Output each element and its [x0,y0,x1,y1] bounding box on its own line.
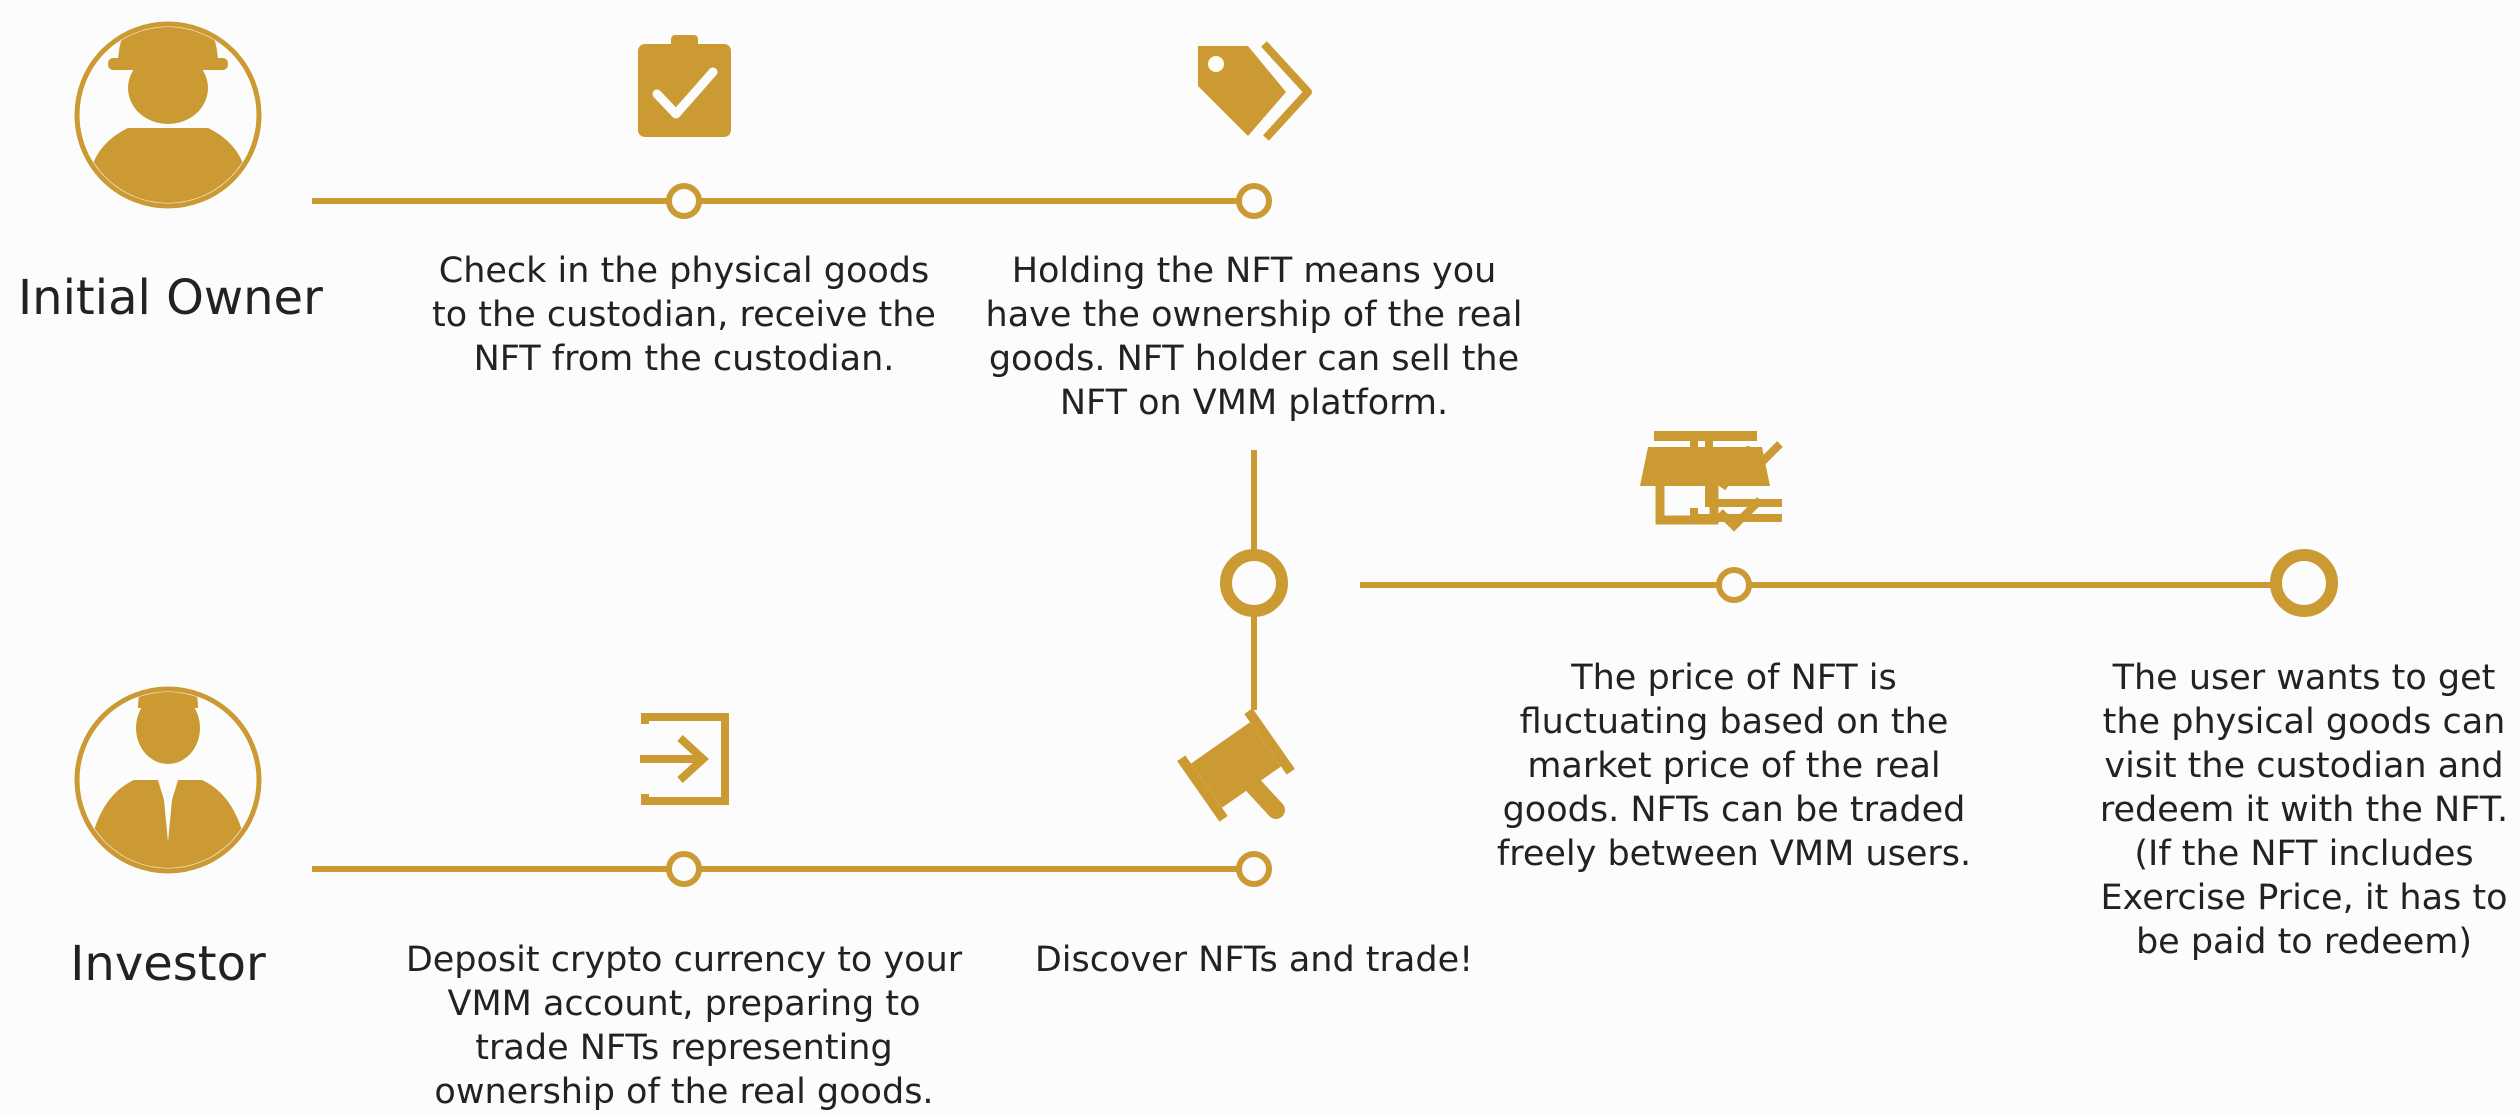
node-discover [1236,851,1272,887]
initial-owner-label: Initial Owner [18,270,323,326]
deposit-text: Deposit crypto currency to your VMM acco… [405,940,963,1112]
login-arrow-icon [640,713,729,805]
investor-label: Investor [70,936,266,992]
store-check-icon [1640,431,1770,532]
holding-text: Holding the NFT means you have the owner… [985,251,1523,423]
discover-text: Discover NFTs and trade! [1034,940,1474,980]
node-deposit [666,851,702,887]
redeem-text: The user wants to get the physical goods… [2099,658,2509,962]
worker-avatar-icon [74,21,262,209]
node-price [1716,567,1752,603]
price-tags-icon [1198,41,1312,141]
businessman-avatar-icon [74,686,262,874]
check-in-text: Check in the physical goods to the custo… [432,251,936,379]
clipboard-check-icon [638,35,731,137]
node-holding [1236,183,1272,219]
node-redeem [2270,549,2338,617]
auction-gavel-icon [1177,708,1295,822]
node-check-in [666,183,702,219]
price-text: The price of NFT is fluctuating based on… [1496,658,1972,874]
node-market-hub [1220,549,1288,617]
